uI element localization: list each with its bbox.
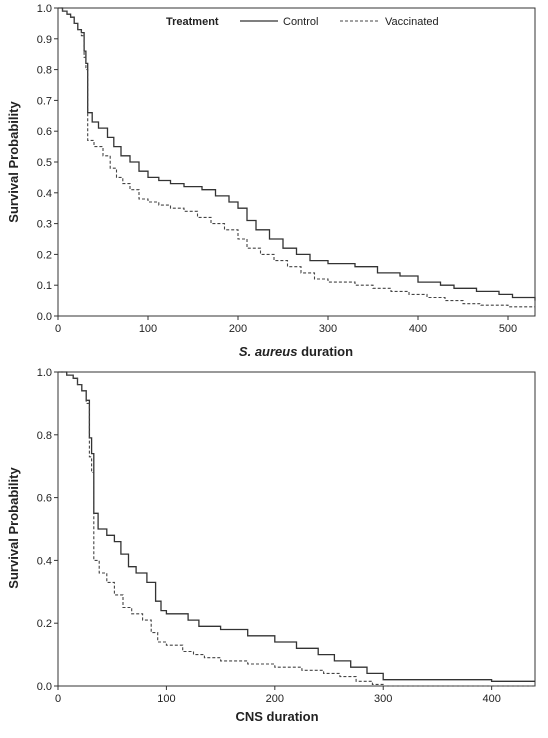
y-tick-label: 0.9 [37,34,52,46]
y-tick-label: 1.0 [37,3,52,15]
y-axis-label: Survival Probability [6,101,21,223]
legend-vaccinated-label: Vaccinated [385,16,439,28]
y-tick-label: 0.4 [37,555,52,567]
x-tick-label: 400 [482,693,500,705]
y-tick-label: 0.6 [37,493,52,505]
y-tick-label: 0.4 [37,188,52,200]
x-tick-label: 500 [499,323,517,335]
x-tick-label: 300 [319,323,337,335]
y-tick-label: 0.3 [37,219,52,231]
x-tick-label: 0 [55,693,61,705]
y-tick-label: 0.5 [37,157,52,169]
x-axis-ticks: 0 100 200 300 400 [55,686,501,705]
x-tick-label: 0 [55,323,61,335]
y-tick-label: 0.6 [37,126,52,138]
x-tick-label: 200 [266,693,284,705]
x-tick-label: 200 [229,323,247,335]
legend-title: Treatment [166,16,219,28]
series-group [58,371,535,687]
x-tick-label: 300 [374,693,392,705]
y-tick-label: 0.1 [37,280,52,292]
x-tick-label: 100 [157,693,175,705]
legend-control-label: Control [283,16,318,28]
y-tick-label: 1.0 [37,367,52,379]
plot-frame [57,371,536,687]
x-axis-label-italic: S. aureus [239,344,298,359]
y-tick-label: 0.7 [37,95,52,107]
chart-s-aureus: 0.0 0.1 0.2 0.3 0.4 0.5 0.6 0.7 0.8 0.9 1.0 0 100 20… [6,3,536,359]
y-tick-label: 0.2 [37,618,52,630]
y-tick-label: 0.8 [37,65,52,77]
y-axis-ticks: 0.0 0.2 0.4 0.6 0.8 1.0 [37,367,58,693]
y-tick-label: 0.0 [37,681,52,693]
legend: Treatment Control Vaccinated [166,16,439,28]
chart-cns: 0.0 0.2 0.4 0.6 0.8 1.0 0 100 200 300 400 Surviva… [6,367,536,724]
y-tick-label: 0.0 [37,311,52,323]
series-vaccinated-line [58,7,536,309]
x-axis-label: CNS duration [235,709,318,724]
y-tick-label: 0.2 [37,249,52,261]
series-group [58,7,536,309]
y-axis-label: Survival Probability [6,467,21,589]
x-axis-label-rest: duration [297,344,353,359]
y-axis-ticks: 0.0 0.1 0.2 0.3 0.4 0.5 0.6 0.7 0.8 0.9 1.0 [37,3,58,323]
x-axis-ticks: 0 100 200 300 400 500 [55,316,517,335]
series-control-line [58,7,536,301]
x-tick-label: 100 [139,323,157,335]
x-tick-label: 400 [409,323,427,335]
series-control-line [58,371,535,682]
y-tick-label: 0.8 [37,430,52,442]
x-axis-label: S. aureus duration [239,344,353,359]
series-vaccinated-line [58,371,535,687]
